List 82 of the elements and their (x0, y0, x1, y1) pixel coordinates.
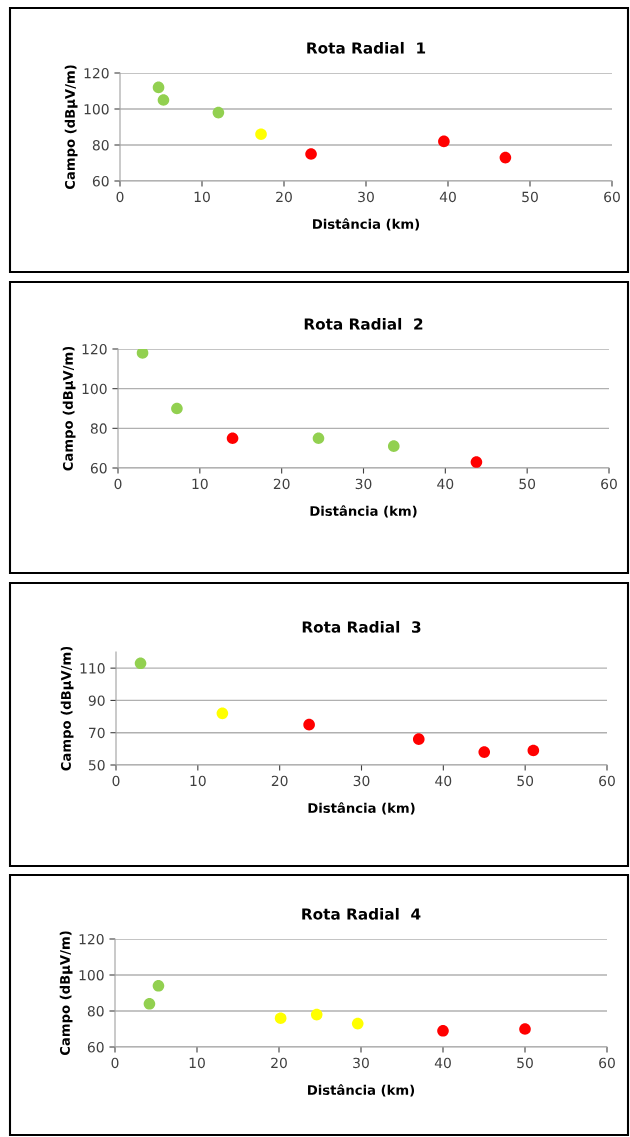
point (152, 81, 165, 94)
y-tick-label: 100 (82, 383, 107, 395)
point (134, 657, 147, 670)
x-tick-label: 50 (519, 478, 536, 490)
x-tick-label: 10 (192, 478, 208, 490)
x-tick-label: 40 (434, 1057, 451, 1069)
point (470, 456, 483, 468)
point (412, 733, 425, 745)
point (305, 148, 317, 160)
y-axis-title: Campo (dBµV/m) (64, 65, 78, 190)
y-tick-label: 100 (84, 103, 109, 115)
point (387, 440, 400, 452)
x-tick-label: 20 (273, 478, 290, 490)
x-tick-label: 20 (271, 1057, 287, 1069)
point (478, 746, 491, 758)
point (212, 106, 225, 119)
y-tick-label: 50 (88, 759, 105, 771)
x-tick-label: 20 (271, 775, 288, 787)
point (438, 135, 450, 148)
x-tick-label: 60 (601, 478, 617, 490)
y-tick-label: 120 (82, 343, 107, 355)
y-tick-label: 120 (79, 933, 104, 945)
x-axis-title: Distância (km) (308, 1084, 415, 1097)
point (312, 432, 325, 445)
y-tick-label: 80 (92, 139, 109, 151)
point (303, 718, 315, 731)
x-axis-title: Distância (km) (310, 505, 417, 518)
x-tick-label: 40 (439, 191, 456, 203)
point (527, 744, 540, 757)
x-tick-label: 30 (355, 478, 372, 490)
point (157, 94, 170, 106)
x-tick-label: 0 (111, 1057, 119, 1069)
point (216, 707, 229, 720)
x-tick-label: 60 (599, 775, 615, 787)
x-tick-label: 20 (276, 191, 292, 203)
y-tick-label: 120 (84, 67, 109, 79)
point (255, 128, 267, 141)
y-tick-label: 70 (89, 727, 105, 739)
y-tick-label: 90 (88, 695, 105, 706)
x-tick-label: 40 (437, 478, 454, 490)
x-tick-label: 0 (112, 775, 120, 787)
y-tick-label: 80 (87, 1005, 104, 1017)
y-axis-title: Campo (dBµV/m) (60, 646, 74, 771)
y-axis-title: Campo (dBµV/m) (59, 931, 73, 1056)
x-tick-label: 50 (522, 191, 538, 203)
x-axis-title: Distância (km) (313, 218, 420, 231)
point (519, 1023, 531, 1035)
x-axis-title: Distância (km) (308, 802, 415, 815)
x-tick-label: 30 (358, 191, 374, 203)
point (351, 1017, 364, 1030)
point (310, 1008, 323, 1021)
x-tick-label: 40 (435, 775, 452, 787)
x-tick-label: 10 (189, 1057, 205, 1069)
chart-title: Rota Radial 4 (302, 907, 421, 920)
y-tick-label: 60 (90, 462, 107, 474)
x-tick-label: 10 (194, 191, 210, 203)
chart-title: Rota Radial 3 (302, 620, 421, 633)
y-tick-label: 100 (79, 969, 104, 981)
point (143, 997, 156, 1010)
point (226, 432, 239, 445)
x-tick-label: 50 (517, 775, 534, 787)
y-axis-title: Campo (dBµV/m) (62, 346, 76, 471)
y-tick-label: 80 (90, 423, 107, 434)
x-tick-label: 10 (190, 775, 206, 787)
x-tick-label: 0 (114, 478, 122, 490)
x-tick-label: 0 (116, 191, 124, 203)
x-tick-label: 60 (599, 1057, 615, 1069)
point (274, 1012, 287, 1025)
point (437, 1024, 449, 1037)
x-tick-label: 50 (517, 1057, 533, 1069)
chart-title: Rota Radial 2 (304, 317, 423, 330)
point (136, 349, 149, 359)
y-tick-label: 110 (80, 663, 105, 674)
y-tick-label: 60 (87, 1041, 104, 1053)
x-tick-label: 30 (353, 1057, 369, 1069)
point (152, 979, 165, 992)
chart-title: Rota Radial 1 (307, 41, 426, 54)
point (171, 402, 183, 415)
x-tick-label: 60 (604, 191, 620, 203)
point (499, 151, 512, 164)
y-tick-label: 60 (92, 175, 109, 187)
x-tick-label: 30 (353, 775, 370, 787)
